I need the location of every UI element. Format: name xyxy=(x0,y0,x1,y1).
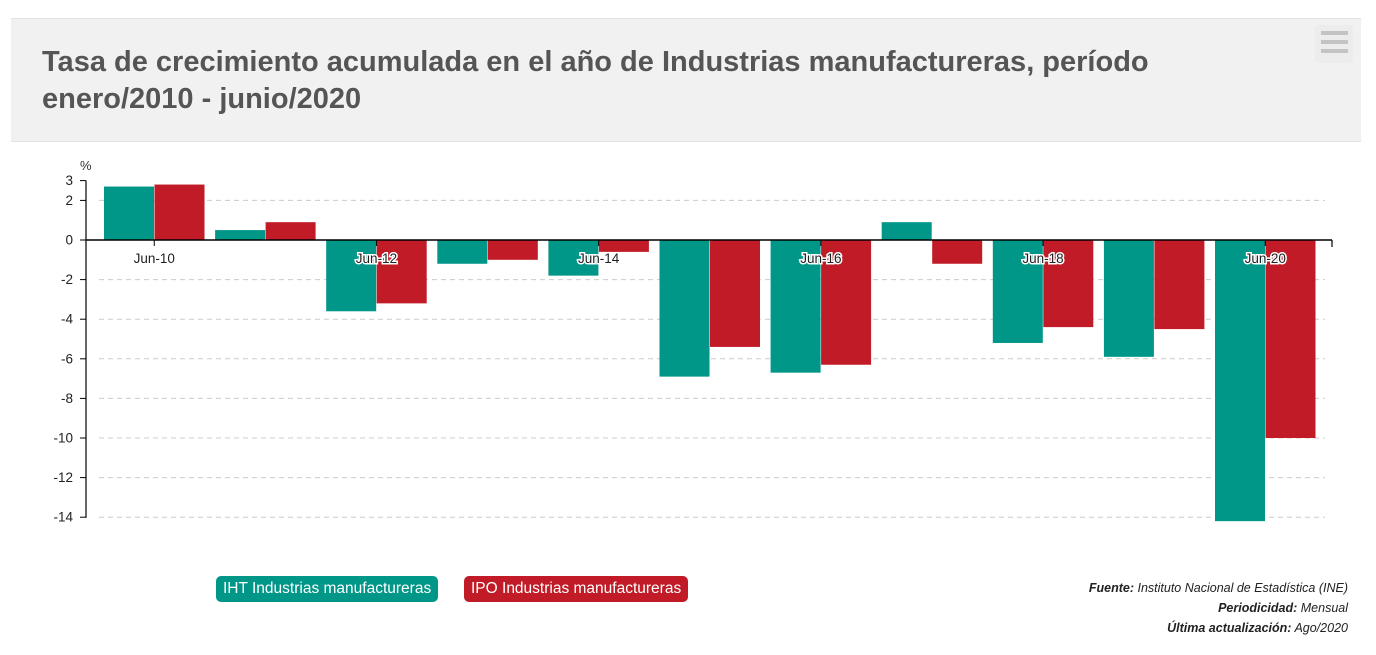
chart-header: Tasa de crecimiento acumulada en el año … xyxy=(11,18,1361,142)
bar-ipo xyxy=(376,240,427,304)
bar-ipo xyxy=(821,240,872,365)
bar-ipo xyxy=(932,240,983,264)
x-tick-label: Jun-10 xyxy=(134,251,175,266)
legend-item-ipo[interactable]: IPO Industrias manufactureras xyxy=(464,576,689,602)
bar-iht xyxy=(992,240,1043,343)
y-tick-label: -8 xyxy=(61,391,73,406)
y-tick-label: 2 xyxy=(65,193,73,208)
source-notes: Fuente: Instituto Nacional de Estadístic… xyxy=(1089,578,1348,638)
source-line: Fuente: Instituto Nacional de Estadístic… xyxy=(1089,578,1348,598)
menu-line xyxy=(1321,40,1348,44)
bar-iht xyxy=(881,222,932,240)
periodicity-label: Periodicidad: xyxy=(1218,601,1298,615)
axes: 3 2 0 -2 -4 -6 -8 -10 -12 -14 Jun-10 Jun-12 Jun-14 Ju… xyxy=(53,173,1333,525)
chart-title: Tasa de crecimiento acumulada en el año … xyxy=(42,46,1149,115)
bar-ipo xyxy=(154,184,205,240)
bar-ipo xyxy=(710,240,760,347)
bar-iht xyxy=(548,240,599,276)
x-tick-label: Jun-16 xyxy=(800,251,841,266)
y-tick-label: 3 xyxy=(65,173,73,188)
source-label: Fuente: xyxy=(1088,581,1134,595)
y-axis-unit-label: % xyxy=(80,158,92,173)
bar-ipo xyxy=(1154,240,1205,330)
y-tick-label: -2 xyxy=(61,272,73,287)
last-update-label: Última actualización: xyxy=(1167,621,1292,635)
y-tick-label: -12 xyxy=(53,470,73,485)
periodicity-line: Periodicidad: Mensual xyxy=(1089,598,1348,618)
menu-line xyxy=(1321,31,1348,35)
bar-iht xyxy=(104,186,154,240)
x-tick-label: Jun-12 xyxy=(356,251,397,266)
bar-iht xyxy=(770,240,821,373)
bar-iht xyxy=(215,230,266,240)
y-tick-label: -4 xyxy=(61,312,73,327)
x-tick-label: Jun-18 xyxy=(1022,251,1063,266)
y-tick-label: 0 xyxy=(65,233,73,248)
bars xyxy=(104,184,1316,522)
bar-iht xyxy=(1215,240,1265,522)
bar-iht xyxy=(326,240,377,312)
y-tick-label: -14 xyxy=(53,510,73,525)
bar-ipo xyxy=(598,240,649,252)
bar-ipo xyxy=(1043,240,1094,328)
menu-line xyxy=(1321,49,1348,53)
bar-ipo xyxy=(265,222,316,240)
bar-ipo xyxy=(1265,240,1316,438)
last-update-value: Ago/2020 xyxy=(1294,621,1348,635)
x-tick-label: Jun-14 xyxy=(578,251,620,266)
bar-chart: 3 2 0 -2 -4 -6 -8 -10 -12 -14 Jun-10 Jun-12 Jun-14 Ju… xyxy=(53,158,1333,525)
bar-iht xyxy=(659,240,710,377)
legend-item-iht[interactable]: IHT Industrias manufactureras xyxy=(216,576,439,602)
bar-ipo xyxy=(487,240,538,260)
y-tick-label: -10 xyxy=(53,431,73,446)
periodicity-value: Mensual xyxy=(1300,601,1348,615)
source-value: Instituto Nacional de Estadística (INE) xyxy=(1137,581,1348,595)
x-tick-label: Jun-20 xyxy=(1245,251,1286,266)
bar-iht xyxy=(1103,240,1154,357)
hamburger-menu-icon[interactable] xyxy=(1315,25,1353,63)
last-update-line: Última actualización: Ago/2020 xyxy=(1089,618,1348,638)
y-tick-label: -6 xyxy=(61,351,73,366)
bar-iht xyxy=(437,240,488,264)
